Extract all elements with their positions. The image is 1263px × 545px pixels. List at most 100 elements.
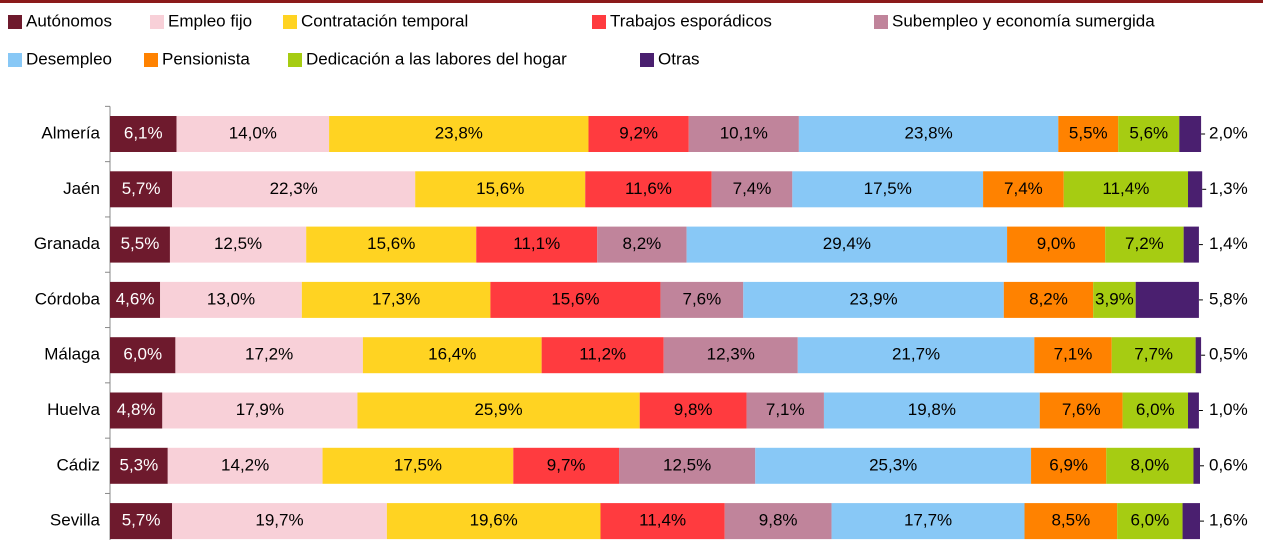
data-label: 2,0% (1209, 123, 1248, 142)
legend-swatch (640, 53, 654, 67)
bar-segment (1188, 171, 1203, 208)
data-label: 19,8% (908, 400, 956, 419)
bar-segment (1003, 281, 1094, 318)
data-label: 1,4% (1209, 234, 1248, 253)
y-tick-label: Almería (41, 123, 100, 142)
bar-segment (660, 281, 744, 318)
data-label: 6,0% (123, 345, 162, 364)
data-label: 23,8% (435, 123, 483, 142)
bar-segment (110, 226, 170, 263)
data-label: 25,9% (474, 400, 522, 419)
data-label: 9,0% (1037, 234, 1076, 253)
data-label: 4,6% (116, 289, 155, 308)
data-label: 19,6% (470, 511, 518, 530)
data-label: 6,9% (1049, 455, 1088, 474)
bar-segment (798, 116, 1059, 152)
bar-segment (110, 171, 173, 208)
data-label: 7,7% (1134, 345, 1173, 364)
legend-swatch (150, 15, 164, 29)
bar-segment (585, 171, 712, 208)
bar-segment (1063, 171, 1189, 208)
data-label: 17,7% (904, 511, 952, 530)
y-tick-label: Córdoba (35, 289, 101, 308)
bar-segment (110, 447, 168, 484)
bar-segment (823, 392, 1040, 429)
data-label: 19,7% (255, 511, 303, 530)
bar-segment (110, 503, 173, 540)
legend-label: Autónomos (26, 11, 112, 30)
data-label: 0,5% (1209, 345, 1248, 364)
bar-segment (176, 116, 330, 152)
data-label: 7,1% (1054, 345, 1093, 364)
legend-label: Otras (658, 49, 700, 68)
legend-label: Subempleo y economía sumergida (892, 11, 1155, 30)
bar-segment (663, 337, 798, 374)
data-label: 5,5% (1069, 123, 1108, 142)
data-label: 6,0% (1136, 400, 1175, 419)
bar-segment (110, 392, 163, 429)
y-tick-label: Cádiz (57, 455, 100, 474)
y-tick-label: Jaén (63, 179, 100, 198)
data-label: 12,5% (663, 455, 711, 474)
bar-segment (639, 392, 747, 429)
bar-segment (172, 503, 387, 540)
data-label: 7,6% (1062, 400, 1101, 419)
bar-segment (1183, 226, 1199, 263)
bar-segment (743, 281, 1004, 318)
bar-segment (1118, 116, 1180, 152)
bar-segment (541, 337, 664, 374)
bar-segment (1188, 392, 1199, 429)
bar-segment (1111, 337, 1196, 374)
data-label: 5,5% (121, 234, 160, 253)
data-label: 7,4% (733, 179, 772, 198)
bar-segment (724, 503, 832, 540)
bar-segment (831, 503, 1025, 540)
bar-segment (797, 337, 1035, 374)
data-label: 5,7% (122, 179, 161, 198)
data-label: 15,6% (367, 234, 415, 253)
bar-segment (755, 447, 1032, 484)
bar-segment (1093, 281, 1136, 318)
data-label: 8,0% (1130, 455, 1169, 474)
data-label: 17,5% (394, 455, 442, 474)
y-tick-label: Málaga (44, 345, 100, 364)
data-label: 23,8% (904, 123, 952, 142)
data-label: 15,6% (551, 289, 599, 308)
legend-label: Trabajos esporádicos (610, 11, 772, 30)
data-label: 5,6% (1129, 123, 1168, 142)
data-label: 7,1% (766, 400, 805, 419)
data-label: 13,0% (207, 289, 255, 308)
data-label: 25,3% (869, 455, 917, 474)
bar-segment (588, 116, 689, 152)
legend-swatch (283, 15, 297, 29)
bar-segment (1182, 503, 1200, 540)
bar-segment (711, 171, 793, 208)
bar-segment (322, 447, 514, 484)
data-label: 12,3% (707, 345, 755, 364)
bar-segment (619, 447, 756, 484)
top-border (0, 0, 1263, 3)
data-label: 5,3% (120, 455, 159, 474)
bar-segment (1007, 226, 1106, 263)
bar-segment (169, 226, 307, 263)
data-label: 14,2% (221, 455, 269, 474)
bar-segment (1179, 116, 1202, 152)
data-label: 4,8% (117, 400, 156, 419)
y-tick-label: Huelva (47, 400, 100, 419)
bar-segment (110, 281, 161, 318)
data-label: 12,5% (214, 234, 262, 253)
y-tick-label: Granada (34, 234, 101, 253)
bar-segment (301, 281, 491, 318)
data-label: 5,8% (1209, 289, 1248, 308)
data-label: 11,6% (625, 179, 672, 198)
bar-segment (746, 392, 824, 429)
bar-segment (162, 392, 358, 429)
data-label: 17,3% (372, 289, 420, 308)
bar-segment (172, 171, 416, 208)
legend-label: Contratación temporal (301, 11, 468, 30)
legend-swatch (8, 15, 22, 29)
legend-swatch (288, 53, 302, 67)
legend-label: Pensionista (162, 49, 250, 68)
bar-segment (513, 447, 620, 484)
